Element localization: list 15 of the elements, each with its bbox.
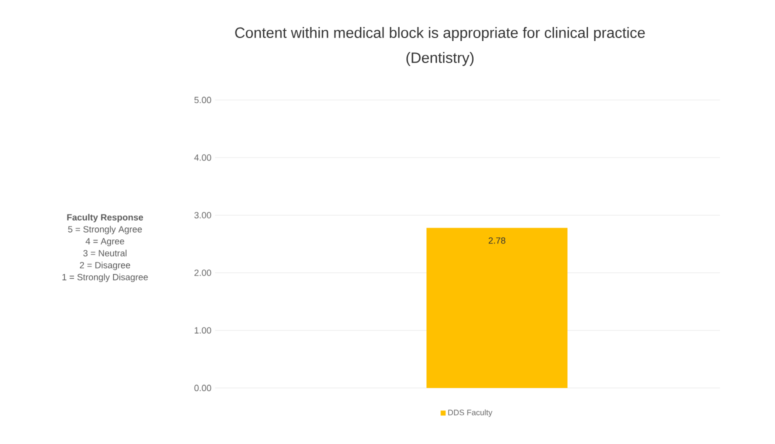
text: 2 = Disagree [80, 262, 130, 270]
y-tick-label: 4.00 [194, 154, 212, 161]
text: 5 = Strongly Agree [68, 226, 142, 234]
y-tick-label: 3.00 [194, 212, 212, 218]
text: 3 = Neutral [83, 250, 126, 256]
text: 1 = Strongly Disagree [62, 274, 148, 282]
text: Faculty Response [67, 214, 144, 222]
y-tick-label: 0.00 [194, 384, 212, 392]
chart-title: Content within medical block is appropriate for clinical practice [235, 27, 645, 41]
chart-subtitle: (Dentistry) [406, 52, 474, 66]
text: 4 = Agree [86, 238, 124, 246]
data-label: 2.78 [488, 237, 506, 244]
y-tick-label: 5.00 [194, 96, 212, 104]
y-tick-label: 1.00 [194, 327, 212, 334]
y-tick-label: 2.00 [194, 270, 212, 276]
